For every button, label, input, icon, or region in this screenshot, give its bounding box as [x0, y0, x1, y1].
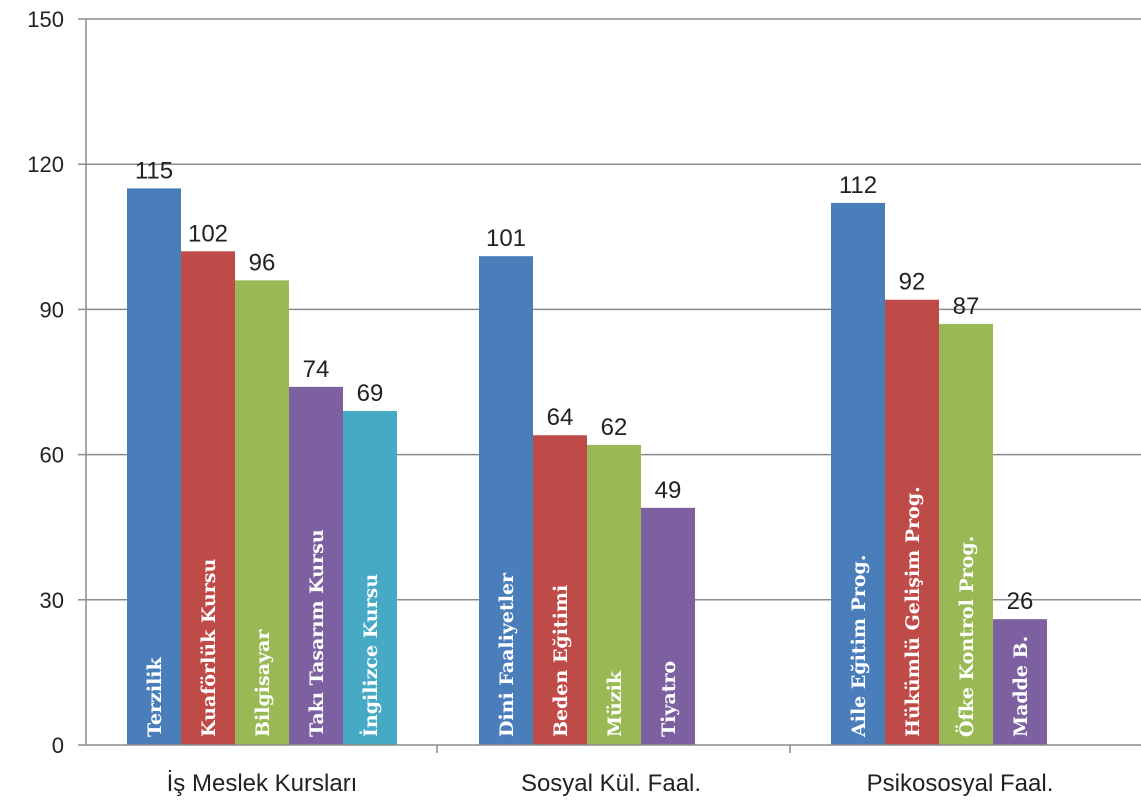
bar-label: Tiyatro — [658, 661, 680, 737]
bar — [127, 188, 181, 745]
data-label: 64 — [547, 404, 574, 431]
axes — [85, 19, 1141, 753]
category-label: Psikososyal Faal. — [867, 770, 1054, 797]
data-label: 96 — [249, 249, 276, 276]
y-axis-ticks: 0 30 60 90 120 150 — [27, 7, 86, 758]
data-label: 69 — [357, 380, 384, 407]
data-label: 87 — [953, 293, 980, 320]
y-tick-label: 30 — [40, 588, 64, 613]
bar — [235, 280, 289, 745]
y-tick-label: 90 — [40, 297, 64, 322]
data-label: 112 — [839, 172, 877, 199]
bar-label: Hükümlü Gelişim Prog. — [902, 486, 924, 737]
bar-label: Müzik — [604, 670, 626, 737]
bar-label: Kuaförlük Kursu — [198, 558, 220, 737]
x-axis-categories: İş Meslek Kursları Sosyal Kül. Faal. Psiko… — [167, 770, 1054, 797]
bar-label: Madde B. — [1010, 636, 1032, 737]
bar-label: İngilizce Kursu — [359, 574, 382, 737]
bar — [343, 411, 397, 745]
bar — [831, 202, 885, 746]
bar-label: Beden Eğitimi — [550, 585, 572, 737]
data-label: 74 — [303, 356, 330, 383]
bar-label: Dini Faaliyetler — [496, 572, 518, 737]
bar — [181, 251, 235, 745]
bar — [993, 619, 1047, 745]
bar-label: Takı Tasarım Kursu — [306, 529, 328, 737]
data-label: 62 — [601, 414, 628, 441]
category-label: Sosyal Kül. Faal. — [521, 770, 701, 797]
bar-label: Aile Eğitim Prog. — [848, 555, 870, 738]
bar — [587, 444, 641, 745]
bar-label: Terzilik — [144, 657, 166, 738]
data-label: 102 — [188, 220, 228, 247]
y-tick-label: 60 — [40, 443, 64, 468]
data-label: 49 — [655, 477, 682, 504]
y-tick-label: 120 — [27, 152, 64, 177]
bar — [289, 386, 343, 745]
bar — [885, 299, 939, 745]
data-label: 115 — [135, 157, 173, 184]
y-tick-label: 0 — [52, 733, 64, 758]
data-label: 26 — [1007, 588, 1034, 615]
bars: 115 Terzilik 102 Kuaförlük Kursu 96 Bilgisaya… — [127, 157, 1047, 746]
y-tick-label: 150 — [27, 7, 64, 32]
data-label: 92 — [899, 269, 926, 296]
category-label: İş Meslek Kursları — [167, 770, 358, 797]
data-label: 101 — [486, 225, 526, 252]
bar — [533, 435, 587, 745]
bar-label: Bilgisayar — [252, 629, 274, 737]
bar-label: Öfke Kontrol Prog. — [955, 536, 978, 737]
bar — [641, 507, 695, 745]
bar — [479, 256, 533, 745]
bar — [939, 323, 993, 745]
